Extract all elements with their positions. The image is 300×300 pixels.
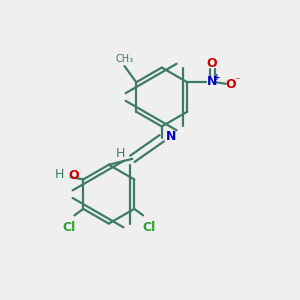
Text: N: N	[166, 130, 177, 143]
Text: H: H	[55, 168, 64, 181]
Text: O: O	[206, 57, 217, 70]
Text: H: H	[116, 147, 125, 160]
Text: N: N	[206, 75, 217, 88]
Text: CH₃: CH₃	[116, 54, 134, 64]
Text: ⁻: ⁻	[234, 76, 240, 86]
Text: Cl: Cl	[142, 221, 156, 234]
Text: O: O	[69, 169, 79, 182]
Text: +: +	[213, 74, 220, 82]
Text: O: O	[226, 78, 236, 91]
Text: Cl: Cl	[62, 221, 75, 234]
